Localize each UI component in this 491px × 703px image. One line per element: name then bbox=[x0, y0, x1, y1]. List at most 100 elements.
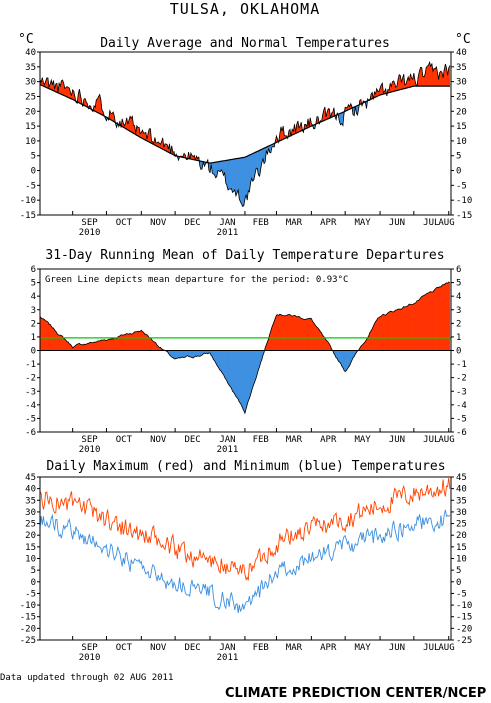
minimum-temperature-line bbox=[39, 509, 451, 614]
panel1-month-label: NOV bbox=[150, 218, 167, 228]
daily-average-panel: Daily Average and Normal Temperatures °C… bbox=[18, 32, 472, 238]
panel2-ytick-label-right: 5 bbox=[456, 279, 461, 289]
panel1-month-label: MAY bbox=[354, 218, 371, 228]
panel2-ytick-label-left: -6 bbox=[25, 428, 36, 438]
panel1-ytick-label-right: 40 bbox=[456, 48, 467, 58]
panel3-ytick-label-right: 25 bbox=[456, 520, 467, 530]
panel3-ytick-label-right: 15 bbox=[456, 543, 467, 553]
panel1-month-label: SEP bbox=[81, 218, 98, 228]
panel1-month-label: DEC bbox=[184, 218, 200, 228]
panel2-ytick-label-right: -3 bbox=[456, 387, 467, 397]
panel2-month-label: NOV bbox=[150, 435, 167, 445]
panel1-month-label: JUN bbox=[389, 218, 405, 228]
panel2-ytick-label-right: 6 bbox=[456, 265, 461, 275]
panel1-year-label: 2010 bbox=[79, 228, 101, 238]
panel2-ytick-label-right: -1 bbox=[456, 360, 467, 370]
panel2-axes: -6 -6 -5 -5 -4 -4 -3 -3 -2 -2 -1 -1 0 0 1 1 2 2 3 3 4 4 5 5 6 6 SE… bbox=[25, 265, 467, 455]
panel3-ytick-label-right: 5 bbox=[456, 566, 461, 576]
panel3-ytick-label-right: 0 bbox=[456, 578, 461, 588]
panel1-ytick-label-right: 35 bbox=[456, 63, 467, 73]
panel1-month-label: JAN bbox=[219, 218, 235, 228]
panel3-ytick-label-left: 25 bbox=[25, 520, 36, 530]
panel2-month-label: JUN bbox=[389, 435, 405, 445]
panel1-plot-frame bbox=[39, 51, 452, 216]
panel1-ytick-label-right: 15 bbox=[456, 122, 467, 132]
panel1-ytick-label-left: 15 bbox=[25, 122, 36, 132]
panel3-ytick-label-right: 40 bbox=[456, 485, 467, 495]
panel2-ytick-label-right: -5 bbox=[456, 414, 467, 424]
panel2-ytick-label-left: 0 bbox=[31, 347, 36, 357]
panel1-ytick-label-right: -5 bbox=[456, 181, 467, 191]
panel2-ytick-label-left: -3 bbox=[25, 387, 36, 397]
panel1-year-label: 2011 bbox=[217, 228, 239, 238]
panel2-ytick-label-right: 4 bbox=[456, 292, 461, 302]
panel2-month-label: FEB bbox=[253, 435, 269, 445]
panel1-lines bbox=[39, 61, 451, 208]
panel3-ytick-label-right: 35 bbox=[456, 496, 467, 506]
panel2-ytick-label-left: -4 bbox=[25, 401, 36, 411]
panel2-month-label: MAR bbox=[286, 435, 303, 445]
panel1-departure-fill bbox=[39, 62, 451, 207]
panel1-ytick-label-left: 10 bbox=[25, 137, 36, 147]
panel3-month-label: JUN bbox=[389, 643, 405, 653]
panel2-ytick-label-left: -5 bbox=[25, 414, 36, 424]
panel1-ytick-label-left: -10 bbox=[20, 196, 36, 206]
panel3-ytick-label-left: 45 bbox=[25, 473, 36, 483]
panel1-ytick-label-right: 10 bbox=[456, 137, 467, 147]
panel3-ytick-label-right: -5 bbox=[456, 589, 467, 599]
mean-departure-note: Green Line depicts mean departure for th… bbox=[45, 275, 348, 285]
panel3-ytick-label-right: -15 bbox=[456, 613, 472, 623]
data-updated-note: Data updated through 02 AUG 2011 bbox=[0, 673, 173, 683]
panel1-month-label: FEB bbox=[253, 218, 269, 228]
panel2-ytick-label-right: 2 bbox=[456, 319, 461, 329]
panel3-month-label: JAN bbox=[219, 643, 235, 653]
panel2-ytick-label-left: 6 bbox=[31, 265, 36, 275]
panel2-ytick-label-left: 5 bbox=[31, 279, 36, 289]
panel3-ytick-label-right: 30 bbox=[456, 508, 467, 518]
panel2-year-label: 2010 bbox=[79, 445, 101, 455]
panel3-plot-frame bbox=[39, 476, 452, 641]
panel1-ytick-label-left: 5 bbox=[31, 152, 36, 162]
panel2-month-label: APR bbox=[320, 435, 337, 445]
unit-label-left: °C bbox=[18, 32, 34, 47]
panel3-ytick-label-left: -10 bbox=[20, 601, 36, 611]
panel2-month-label: AUG bbox=[438, 435, 454, 445]
panel2-title: 31-Day Running Mean of Daily Temperature… bbox=[45, 248, 444, 263]
panel2-ytick-label-left: 2 bbox=[31, 319, 36, 329]
panel2-ytick-label-left: 4 bbox=[31, 292, 36, 302]
panel1-ytick-label-left: 35 bbox=[25, 63, 36, 73]
maximum-temperature-line bbox=[39, 477, 451, 581]
panel2-ytick-label-left: -2 bbox=[25, 374, 36, 384]
panel3-month-label: AUG bbox=[438, 643, 454, 653]
panel2-month-label: DEC bbox=[184, 435, 200, 445]
panel3-month-label: DEC bbox=[184, 643, 200, 653]
panel2-ytick-label-right: 1 bbox=[456, 333, 461, 343]
panel3-month-label: OCT bbox=[116, 643, 133, 653]
panel3-year-label: 2010 bbox=[79, 653, 101, 663]
normal-line bbox=[39, 84, 450, 164]
unit-label-right: °C bbox=[455, 32, 471, 47]
panel1-ytick-label-right: -10 bbox=[456, 196, 472, 206]
panel3-ytick-label-right: -20 bbox=[456, 624, 472, 634]
panel2-month-label: JAN bbox=[219, 435, 235, 445]
panel1-title: Daily Average and Normal Temperatures bbox=[100, 36, 390, 51]
panel1-ytick-label-right: 0 bbox=[456, 167, 461, 177]
panel2-month-label: JUL bbox=[423, 435, 439, 445]
panel1-ytick-label-right: -15 bbox=[456, 211, 472, 221]
panel2-ytick-label-right: -2 bbox=[456, 374, 467, 384]
panel1-ytick-label-left: 20 bbox=[25, 107, 36, 117]
panel2-departure-fill bbox=[39, 281, 451, 414]
panel3-ytick-label-left: 10 bbox=[25, 555, 36, 565]
daily-average-line bbox=[39, 61, 451, 208]
panel1-ytick-label-left: 25 bbox=[25, 92, 36, 102]
panel3-month-label: FEB bbox=[253, 643, 269, 653]
panel3-ytick-label-left: 20 bbox=[25, 531, 36, 541]
panel1-ytick-label-left: -15 bbox=[20, 211, 36, 221]
credit-label: CLIMATE PREDICTION CENTER/NCEP bbox=[225, 686, 486, 701]
panel2-ytick-label-left: 1 bbox=[31, 333, 36, 343]
panel2-ytick-label-left: 3 bbox=[31, 306, 36, 316]
panel2-ytick-label-right: -6 bbox=[456, 428, 467, 438]
panel3-ytick-label-right: -25 bbox=[456, 636, 472, 646]
